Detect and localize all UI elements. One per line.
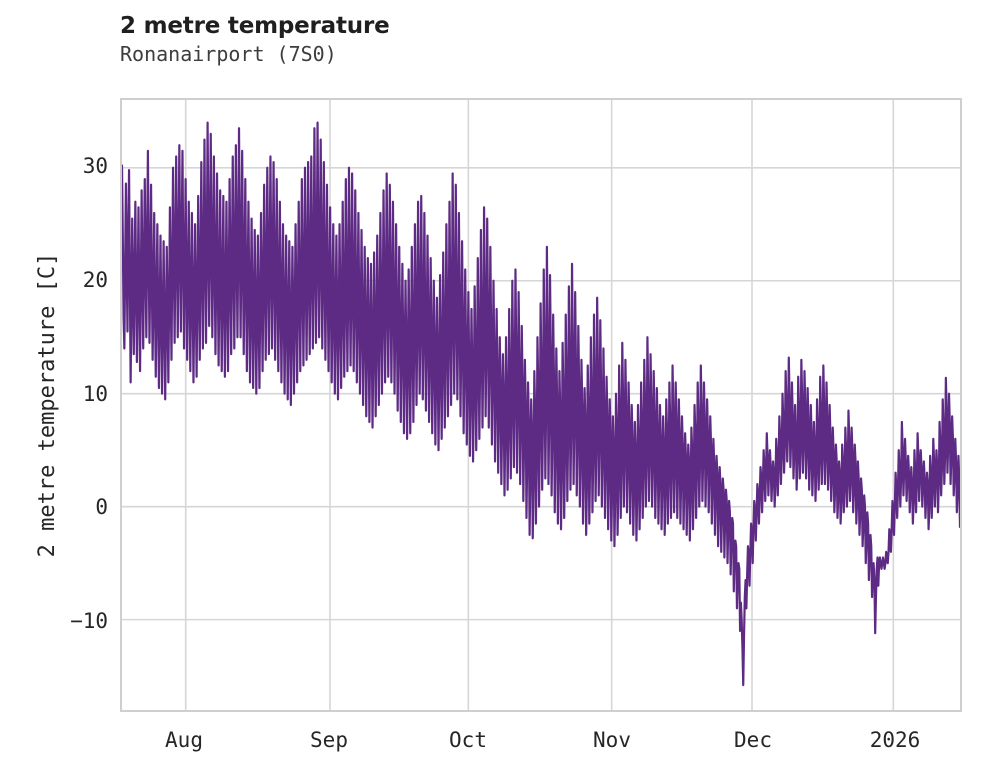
x-tick-label: Oct bbox=[449, 728, 487, 752]
temperature-line bbox=[122, 121, 960, 687]
y-axis-tick-labels: 30 20 10 0 −10 bbox=[0, 0, 108, 782]
x-axis-tick-labels: Aug Sep Oct Nov Dec 2026 bbox=[0, 728, 981, 768]
chart-header: 2 metre temperature Ronanairport (7S0) bbox=[120, 12, 920, 68]
y-tick-label: 30 bbox=[82, 154, 108, 179]
temperature-series bbox=[122, 100, 960, 710]
y-tick-label: 0 bbox=[95, 495, 108, 520]
y-tick-label: −10 bbox=[70, 609, 108, 634]
page-title: 2 metre temperature bbox=[120, 13, 390, 39]
x-tick-label: 2026 bbox=[869, 728, 921, 752]
x-tick-label: Aug bbox=[165, 728, 203, 752]
y-tick-label: 20 bbox=[82, 267, 108, 292]
plot-area bbox=[120, 98, 962, 712]
x-tick-label: Sep bbox=[310, 728, 348, 752]
y-tick-label: 10 bbox=[82, 381, 108, 406]
x-tick-label: Dec bbox=[734, 728, 772, 752]
x-tick-label: Nov bbox=[593, 728, 631, 752]
chart-subtitle: Ronanairport (7S0) bbox=[120, 41, 337, 66]
